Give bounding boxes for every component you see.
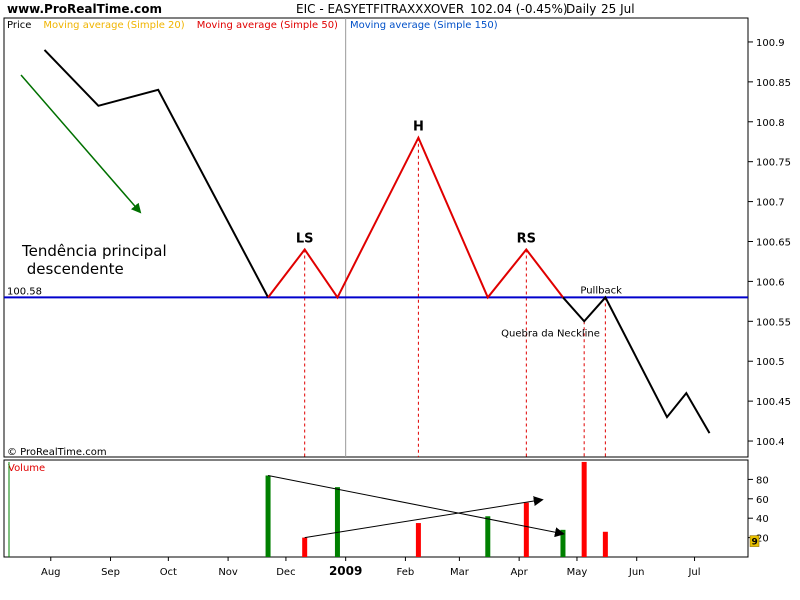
x-tick-label: Feb (397, 567, 415, 578)
site-url[interactable]: www.ProRealTime.com (7, 2, 162, 16)
x-tick-label: 2009 (329, 564, 362, 578)
volume-bar (560, 529, 566, 557)
y-tick-label: 100.7 (756, 198, 785, 209)
price-change: 102.04 (-0.45%) (470, 2, 568, 16)
annotation-h: H (413, 120, 424, 135)
volume-last-value: 9 (752, 538, 758, 548)
volume-panel (3, 459, 749, 558)
volume-y-tick-label: 20 (756, 534, 769, 545)
copyright: © ProRealTime.com (7, 447, 107, 458)
legend-item-0: Price (7, 20, 31, 31)
volume-last-value-box (749, 535, 760, 547)
x-tick-label: Nov (218, 567, 238, 578)
y-tick-label: 100.75 (756, 158, 791, 169)
date-label: 25 Jul (601, 2, 635, 16)
volume-bar (415, 523, 421, 557)
volume-y-tick-label: 60 (756, 495, 769, 506)
x-tick-label: Sep (101, 567, 120, 578)
period-label: Daily (566, 2, 596, 16)
trend-label-line-2: descendente (22, 260, 124, 278)
x-tick-label: Jul (687, 567, 700, 578)
volume-trend-arrow (267, 475, 565, 538)
neckline-label: 100.58 (7, 286, 42, 297)
pattern-markers (304, 137, 606, 457)
volume-bar (334, 487, 340, 557)
volume-trend-arrows (267, 475, 565, 539)
volume-title: Volume (8, 463, 45, 474)
x-tick-label: Aug (41, 567, 61, 578)
pattern-annotations: LS H RS Pullback Quebra da Neckline (296, 120, 622, 340)
volume-bar (581, 461, 587, 557)
x-tick-label: Oct (160, 567, 177, 578)
x-tick-label: Apr (510, 567, 528, 578)
price-line-after-pattern (562, 295, 711, 434)
volume-bars (8, 461, 608, 557)
annotation-neckline-break: Quebra da Neckline (501, 328, 600, 339)
y-tick-label: 100.45 (756, 397, 791, 408)
indicator-legend: Price Moving average (Simple 20) Moving av… (7, 20, 498, 31)
y-tick-label: 100.5 (756, 357, 785, 368)
y-tick-label: 100.9 (756, 38, 785, 49)
volume-y-tick-label: 80 (756, 475, 769, 486)
annotation-rs: RS (517, 231, 536, 246)
volume-bar (302, 537, 308, 557)
legend-item-2: Moving average (Simple 50) (197, 20, 338, 31)
y-tick-label: 100.55 (756, 317, 791, 328)
legend-item-1: Moving average (Simple 20) (43, 20, 184, 31)
x-tick-label: Mar (450, 567, 470, 578)
x-tick-label: May (567, 567, 588, 578)
y-tick-label: 100.65 (756, 237, 791, 248)
price-line-before-pattern (43, 49, 269, 298)
volume-bar (602, 531, 608, 557)
volume-bar (485, 516, 491, 557)
x-tick-label: Dec (276, 567, 295, 578)
annotation-pullback: Pullback (580, 285, 622, 296)
head-and-shoulders-line (267, 135, 564, 300)
volume-bar (523, 502, 529, 557)
y-tick-label: 100.6 (756, 277, 785, 288)
y-tick-label: 100.85 (756, 78, 791, 89)
symbol-title: EIC - EASYETFITRAXXXOVER (296, 2, 464, 16)
price-panel (3, 17, 749, 458)
legend-item-3: Moving average (Simple 150) (350, 20, 498, 31)
volume-axis: 80 60 40 209 (748, 475, 769, 548)
annotation-ls: LS (296, 231, 314, 246)
x-tick-label: Jun (628, 567, 645, 578)
volume-bar (265, 475, 271, 557)
time-axis: Aug Sep Oct Nov Dec 2009 Feb Mar Apr May Jun Jul (41, 557, 701, 578)
volume-trend-arrow (304, 496, 544, 539)
trend-label-line-1: Tendência principal (21, 242, 167, 260)
volume-y-tick-label: 40 (756, 514, 769, 525)
y-tick-label: 100.8 (756, 118, 785, 129)
y-tick-label: 100.4 (756, 437, 785, 448)
price-axis: 100.9 100.85 100.8 100.75 100.7 100.65 100.6 10… (748, 38, 791, 448)
trend-arrow (20, 74, 142, 214)
